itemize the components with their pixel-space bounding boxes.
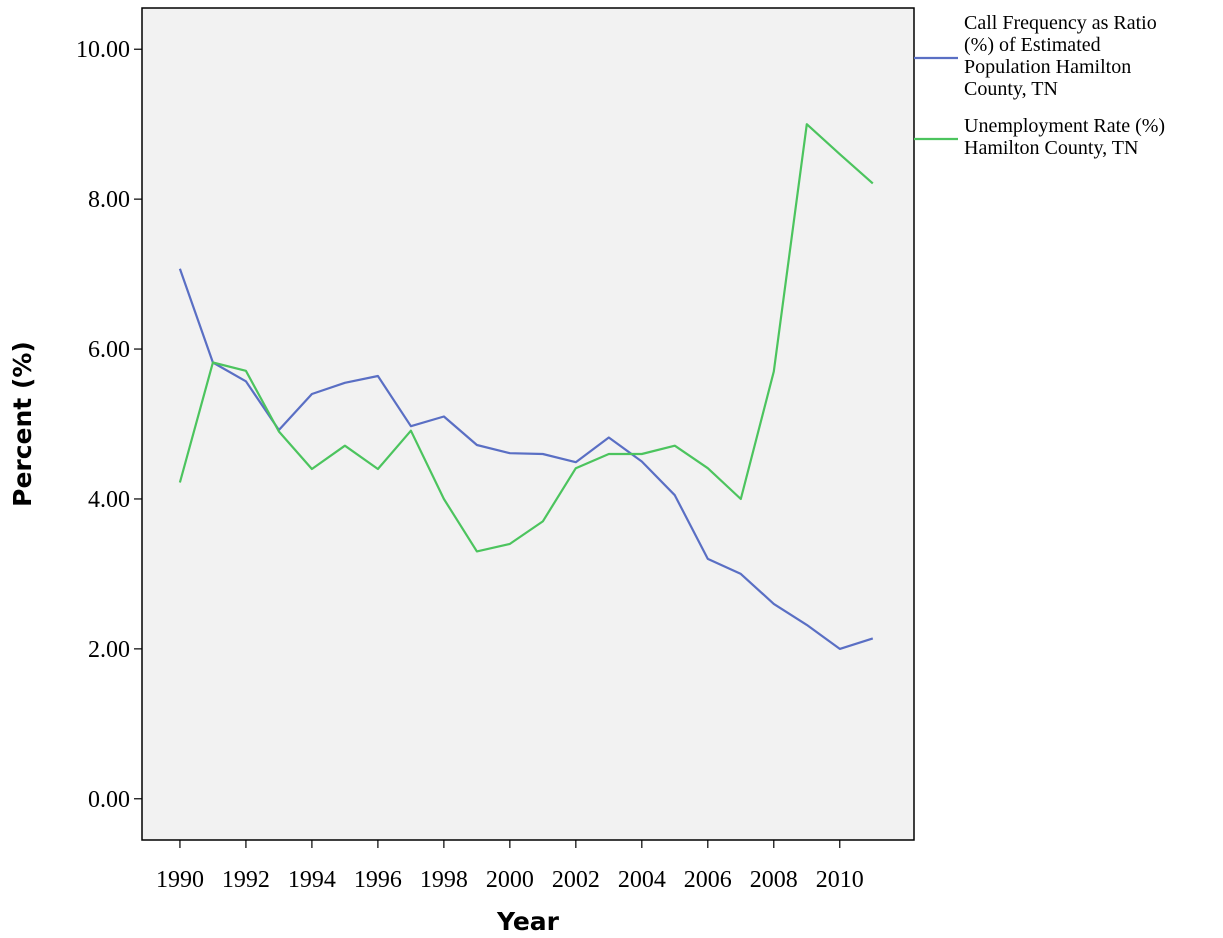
x-tick-label: 2000 bbox=[486, 867, 534, 893]
x-tick-label: 2004 bbox=[618, 867, 666, 893]
legend-label-line: Hamilton County, TN bbox=[964, 137, 1138, 159]
x-tick-label: 1996 bbox=[354, 867, 402, 893]
y-tick-label: 6.00 bbox=[88, 337, 130, 363]
y-axis-title: Percent (%) bbox=[8, 341, 37, 507]
legend: Call Frequency as Ratio(%) of EstimatedP… bbox=[914, 12, 1165, 159]
x-axis: 1990 1992 1994 1996 1998 2000 2002 2004 2006 2008… bbox=[156, 840, 864, 893]
y-tick-label: 4.00 bbox=[88, 487, 130, 513]
series-line-1 bbox=[178, 268, 874, 651]
x-axis-title: Year bbox=[496, 907, 560, 936]
x-tick-label: 1998 bbox=[420, 867, 468, 893]
legend-item-2: Unemployment Rate (%)Hamilton County, TN bbox=[914, 115, 1165, 159]
x-tick-label: 2002 bbox=[552, 867, 600, 893]
legend-label-line: Unemployment Rate (%) bbox=[964, 115, 1165, 137]
x-tick-label: 2010 bbox=[816, 867, 864, 893]
series-line-2 bbox=[178, 123, 874, 553]
x-tick-label: 2008 bbox=[750, 867, 798, 893]
legend-label-line: Population Hamilton bbox=[964, 56, 1131, 78]
x-tick-label: 1992 bbox=[222, 867, 270, 893]
legend-label-line: County, TN bbox=[964, 78, 1058, 100]
x-tick-label: 1994 bbox=[288, 867, 336, 893]
y-tick-label: 8.00 bbox=[88, 187, 130, 213]
y-axis: 0.00 2.00 4.00 6.00 8.00 10.00 bbox=[76, 37, 142, 813]
y-tick-label: 2.00 bbox=[88, 637, 130, 663]
legend-label-line: (%) of Estimated bbox=[964, 34, 1101, 56]
legend-label-line: Call Frequency as Ratio bbox=[964, 12, 1157, 34]
plot-area bbox=[141, 7, 915, 841]
x-tick-label: 1990 bbox=[156, 867, 204, 893]
x-tick-label: 2006 bbox=[684, 867, 732, 893]
legend-item-1: Call Frequency as Ratio(%) of EstimatedP… bbox=[914, 12, 1157, 100]
y-tick-label: 10.00 bbox=[76, 37, 130, 63]
series-lines bbox=[178, 123, 874, 651]
y-tick-label: 0.00 bbox=[88, 787, 130, 813]
